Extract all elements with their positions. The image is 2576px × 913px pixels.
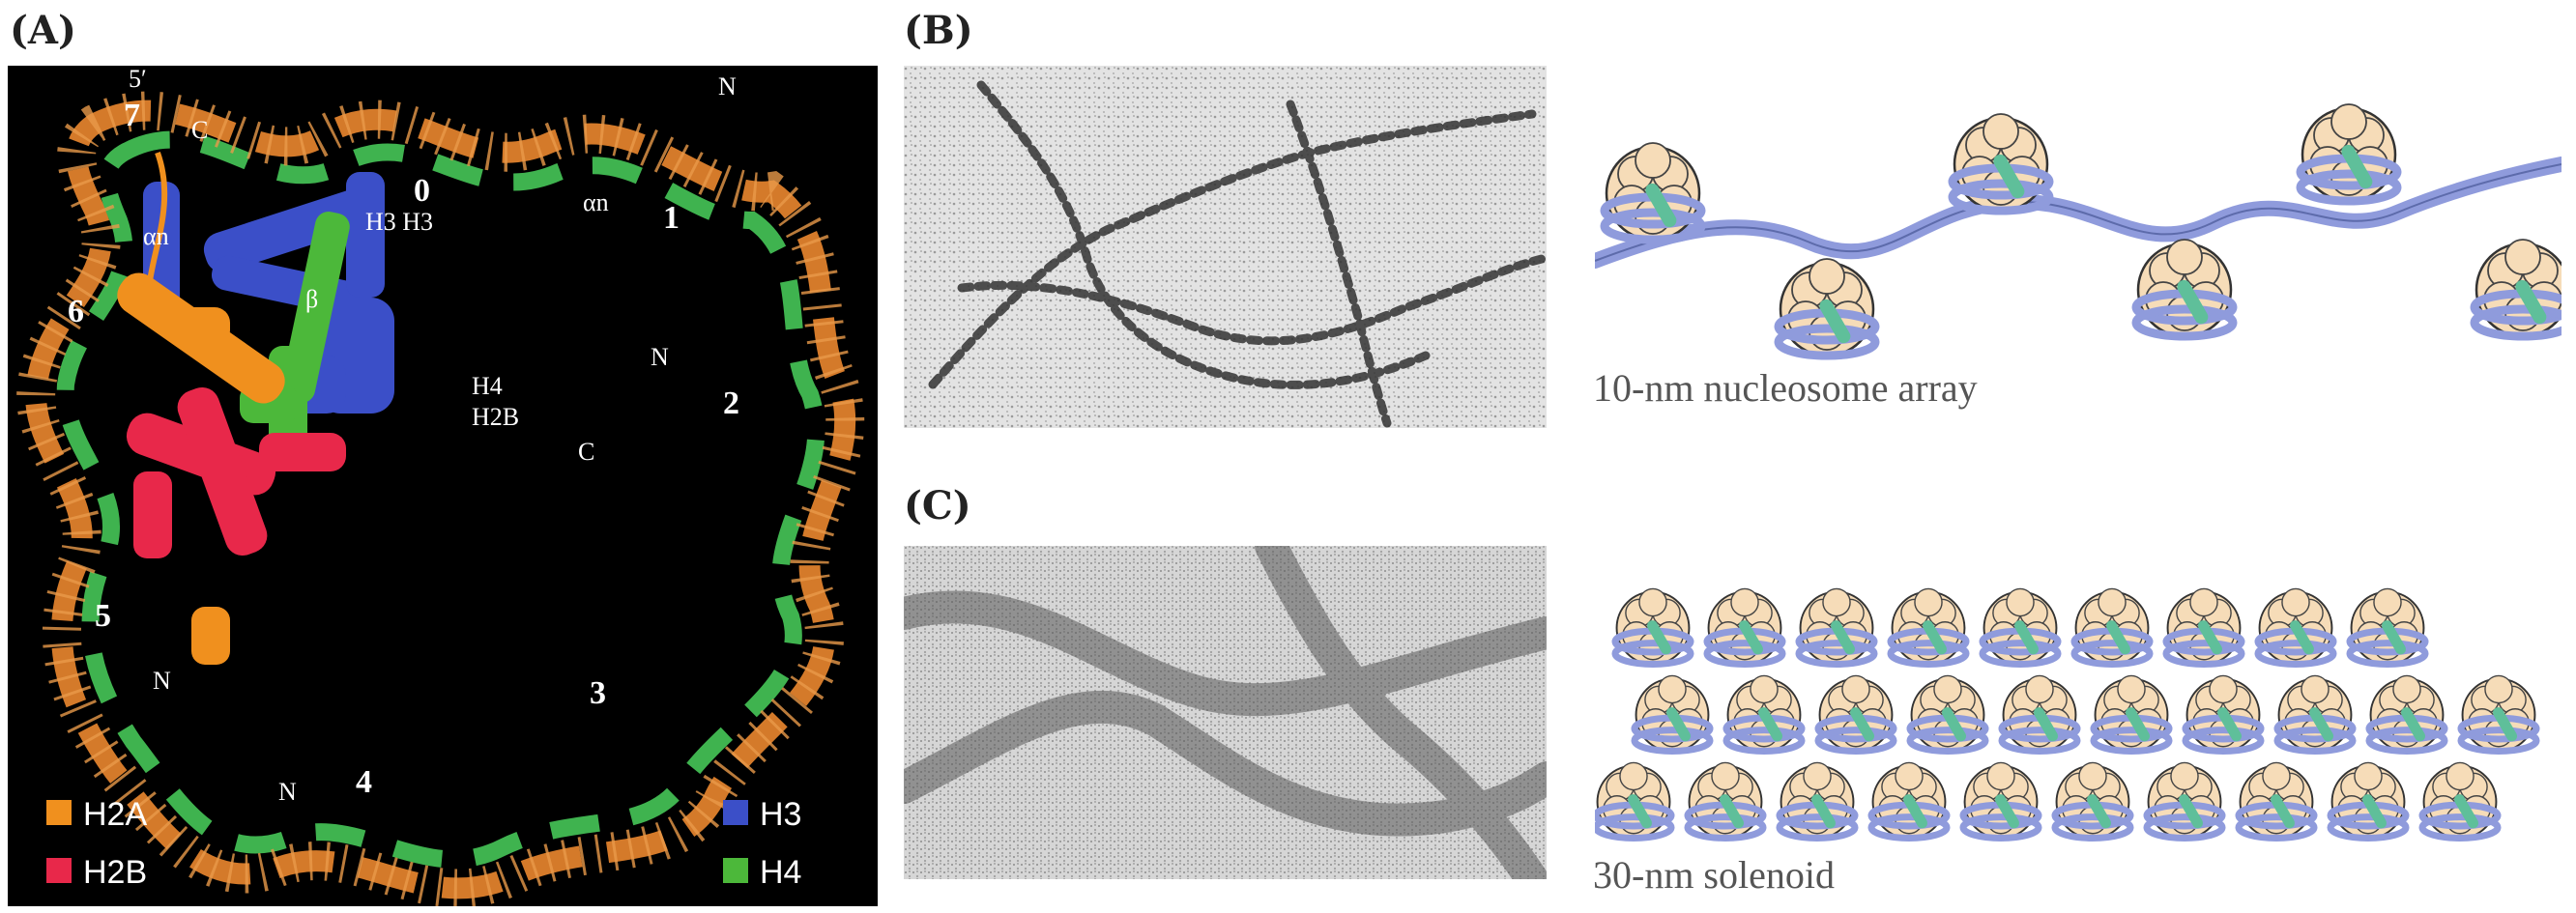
h3-pair-label: H3 H3 xyxy=(365,208,433,236)
nucleosome-3 xyxy=(1948,113,2054,215)
solenoid-nucleosome-0-2 xyxy=(1795,587,1878,668)
solenoid-diagram xyxy=(1595,560,2562,870)
solenoid-nucleosome-1-8 xyxy=(2365,674,2448,755)
dna-position-1: 1 xyxy=(663,200,680,236)
solenoid-nucleosome-1-1 xyxy=(1722,674,1806,755)
legend-swatch-h3 xyxy=(723,800,748,825)
panel-a-label: (A) xyxy=(10,8,76,53)
nucleosome-array-figure xyxy=(1595,103,2562,360)
solenoid-nucleosome-1-9 xyxy=(2457,674,2540,755)
nucleosome-array-diagram xyxy=(1595,97,2562,406)
legend: H2A H2B H3 H4 xyxy=(46,796,801,891)
solenoid-nucleosome-2-0 xyxy=(1595,761,1675,842)
strand-end-label: 5′ xyxy=(129,66,147,93)
micrograph-b-image xyxy=(904,66,1547,428)
micrograph-c-image xyxy=(904,546,1547,879)
solenoid-nucleosome-2-7 xyxy=(2235,761,2318,842)
solenoid-nucleosome-2-5 xyxy=(2051,761,2134,842)
solenoid-nucleosome-0-0 xyxy=(1611,587,1694,668)
legend-swatch-h4 xyxy=(723,858,748,883)
h2b-label: H2B xyxy=(472,403,519,431)
nucleosome-2 xyxy=(1774,258,1880,360)
nucleosome-4 xyxy=(2131,239,2238,341)
solenoid-nucleosome-0-3 xyxy=(1887,587,1970,668)
solenoid-nucleosome-2-9 xyxy=(2418,761,2502,842)
solenoid-nucleosome-0-7 xyxy=(2254,587,2337,668)
solenoid-nucleosome-0-1 xyxy=(1703,587,1786,668)
array-caption: 10-nm nucleosome array xyxy=(1593,366,1978,410)
solenoid-nucleosome-1-3 xyxy=(1906,674,1989,755)
nucleosome-1 xyxy=(1600,142,1706,244)
beta-sheet-label: β xyxy=(305,285,318,313)
dna-position-4: 4 xyxy=(356,764,372,800)
solenoid-nucleosome-0-6 xyxy=(2162,587,2245,668)
nucleosome-structure-panel: 0 1 2 3 4 5 6 7 5′ N C N C N N αn αn H3 … xyxy=(8,66,878,906)
c-terminus-label-h4: C xyxy=(578,438,594,466)
dna-position-6: 6 xyxy=(68,294,84,329)
dna-position-2: 2 xyxy=(723,385,739,421)
dna-gyre-outer xyxy=(25,100,856,899)
nucleosome-5 xyxy=(2296,103,2402,206)
h3-helices xyxy=(143,172,394,414)
solenoid-nucleosome-1-7 xyxy=(2273,674,2357,755)
h2b-helices xyxy=(126,386,346,558)
dna-position-3: 3 xyxy=(590,675,606,711)
legend-label-h4: H4 xyxy=(760,854,801,891)
legend-swatch-h2a xyxy=(46,800,72,825)
solenoid-caption: 30-nm solenoid xyxy=(1593,853,1835,897)
c-terminus-label-h2a: C xyxy=(191,116,208,144)
legend-swatch-h2b xyxy=(46,858,72,883)
nucleosome-6 xyxy=(2470,239,2562,341)
solenoid-nucleosome-0-8 xyxy=(2346,587,2429,668)
h4-helices xyxy=(240,212,350,452)
dna-gyre-inner xyxy=(56,130,825,869)
nucleosomes xyxy=(1600,103,2562,360)
solenoid-nucleosome-1-0 xyxy=(1631,674,1714,755)
solenoid-nucleosome-2-1 xyxy=(1684,761,1767,842)
solenoid-nucleosome-2-8 xyxy=(2327,761,2410,842)
n-terminus-label-h2a: N xyxy=(278,778,297,806)
panel-b-label: (B) xyxy=(904,8,973,53)
dna-position-7: 7 xyxy=(124,98,140,133)
micrograph-b xyxy=(904,66,1547,428)
legend-label-h2b: H2B xyxy=(83,854,147,891)
n-terminus-label-h4: N xyxy=(651,343,669,371)
solenoid-nucleosome-0-5 xyxy=(2070,587,2154,668)
h4-label: H4 xyxy=(472,372,503,400)
h2a-helices xyxy=(117,151,285,665)
panel-c-label: (C) xyxy=(904,483,971,528)
solenoid-nucleosome-1-4 xyxy=(1998,674,2081,755)
solenoid-nucleosome-2-3 xyxy=(1867,761,1951,842)
alpha-n-helix-label-right: αn xyxy=(583,188,609,216)
solenoid-nucleosomes xyxy=(1595,587,2540,842)
solenoid-nucleosome-0-4 xyxy=(1979,587,2062,668)
micrograph-c xyxy=(904,546,1547,879)
n-terminus-label-h3: N xyxy=(718,72,737,100)
solenoid-nucleosome-2-2 xyxy=(1776,761,1859,842)
solenoid-nucleosome-1-2 xyxy=(1814,674,1897,755)
legend-label-h2a: H2A xyxy=(83,796,147,833)
solenoid-figure xyxy=(1595,587,2540,842)
legend-label-h3: H3 xyxy=(760,796,801,833)
nucleosome-structure-figure: 0 1 2 3 4 5 6 7 5′ N C N C N N αn αn H3 … xyxy=(16,66,865,906)
dna-position-0: 0 xyxy=(414,173,430,209)
n-terminus-label-h2b: N xyxy=(153,667,171,695)
solenoid-nucleosome-1-6 xyxy=(2182,674,2265,755)
dna-position-5: 5 xyxy=(95,598,111,634)
solenoid-nucleosome-1-5 xyxy=(2090,674,2173,755)
alpha-n-helix-label-left: αn xyxy=(143,222,169,250)
solenoid-nucleosome-2-6 xyxy=(2143,761,2226,842)
solenoid-nucleosome-2-4 xyxy=(1959,761,2042,842)
linker-dna xyxy=(1595,157,2562,269)
